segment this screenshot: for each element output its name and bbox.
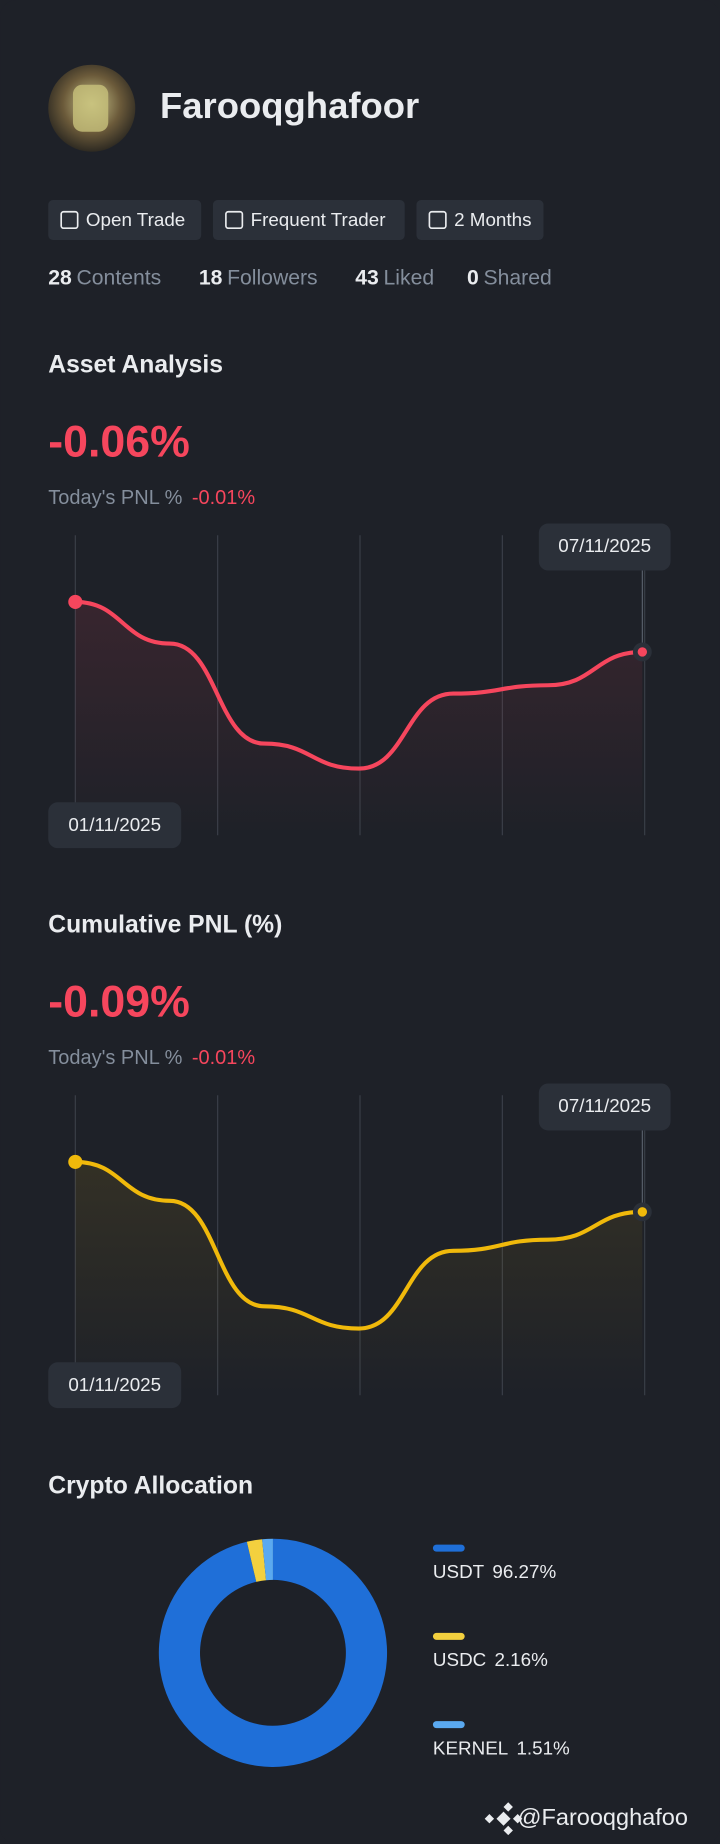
badge[interactable] [48,199,202,240]
stat-label: Liked [384,266,435,289]
end-dot [632,1202,652,1222]
start-date: 01/11/2025 [68,814,161,835]
pnl-value: -0.01% [192,487,256,509]
watermark-logo [484,1802,523,1836]
end-dot [632,642,652,662]
area [75,601,643,836]
pie-slice [262,1538,273,1581]
legend-label: KERNEL [433,1737,508,1758]
legend-value: 2.16% [494,1649,548,1670]
pnl-label: Today's PNL % [48,1047,182,1069]
badge-icon [225,210,244,230]
stat-label: Contents [77,266,162,289]
profile-name: Farooqghafoor [160,85,419,126]
section-title: Crypto Allocation [48,1472,253,1499]
legend-label: USDC [433,1649,486,1670]
badge[interactable] [212,199,405,240]
start-dot [68,594,83,609]
pie-slice [246,1539,267,1582]
stat-value: 43 [355,266,379,289]
stat-value: 0 [467,266,479,289]
legend-swatch [432,1632,465,1640]
section-title: Asset Analysis [48,351,223,378]
legend-label: USDT [433,1561,485,1582]
stat-value: 18 [199,266,223,289]
stat-label: Followers [227,266,318,289]
badge-icon [60,210,79,230]
stat-value: 28 [48,266,72,289]
date-chip [538,523,671,571]
legend-swatch [432,1721,465,1729]
badge[interactable] [416,199,544,240]
date-chip [538,1083,671,1131]
start-date: 01/11/2025 [68,1374,161,1395]
pie-slice [158,1538,388,1767]
line [73,599,645,771]
end-date: 07/11/2025 [558,1095,651,1116]
pnl-label: Today's PNL % [48,487,182,509]
headline-value: -0.09% [48,977,190,1026]
stat-label: Shared [484,266,552,289]
watermark: @Farooqghafoo [518,1804,688,1830]
start-dot [68,1154,83,1169]
legend-swatch [432,1544,465,1552]
badge-label: Frequent Trader [251,209,386,230]
legend-value: 1.51% [516,1737,570,1758]
avatar-figure [72,84,109,132]
headline-value: -0.06% [48,417,190,466]
date-chip [48,1362,182,1409]
date-chip [48,802,182,849]
line [73,1159,645,1331]
area [75,1161,643,1396]
badge-label: Open Trade [86,209,185,230]
badge-label: 2 Months [454,209,531,230]
pnl-value: -0.01% [192,1047,256,1069]
end-date: 07/11/2025 [558,535,651,556]
legend-value: 96.27% [492,1561,556,1582]
badge-icon [428,210,447,230]
section-title: Cumulative PNL (%) [48,911,282,938]
